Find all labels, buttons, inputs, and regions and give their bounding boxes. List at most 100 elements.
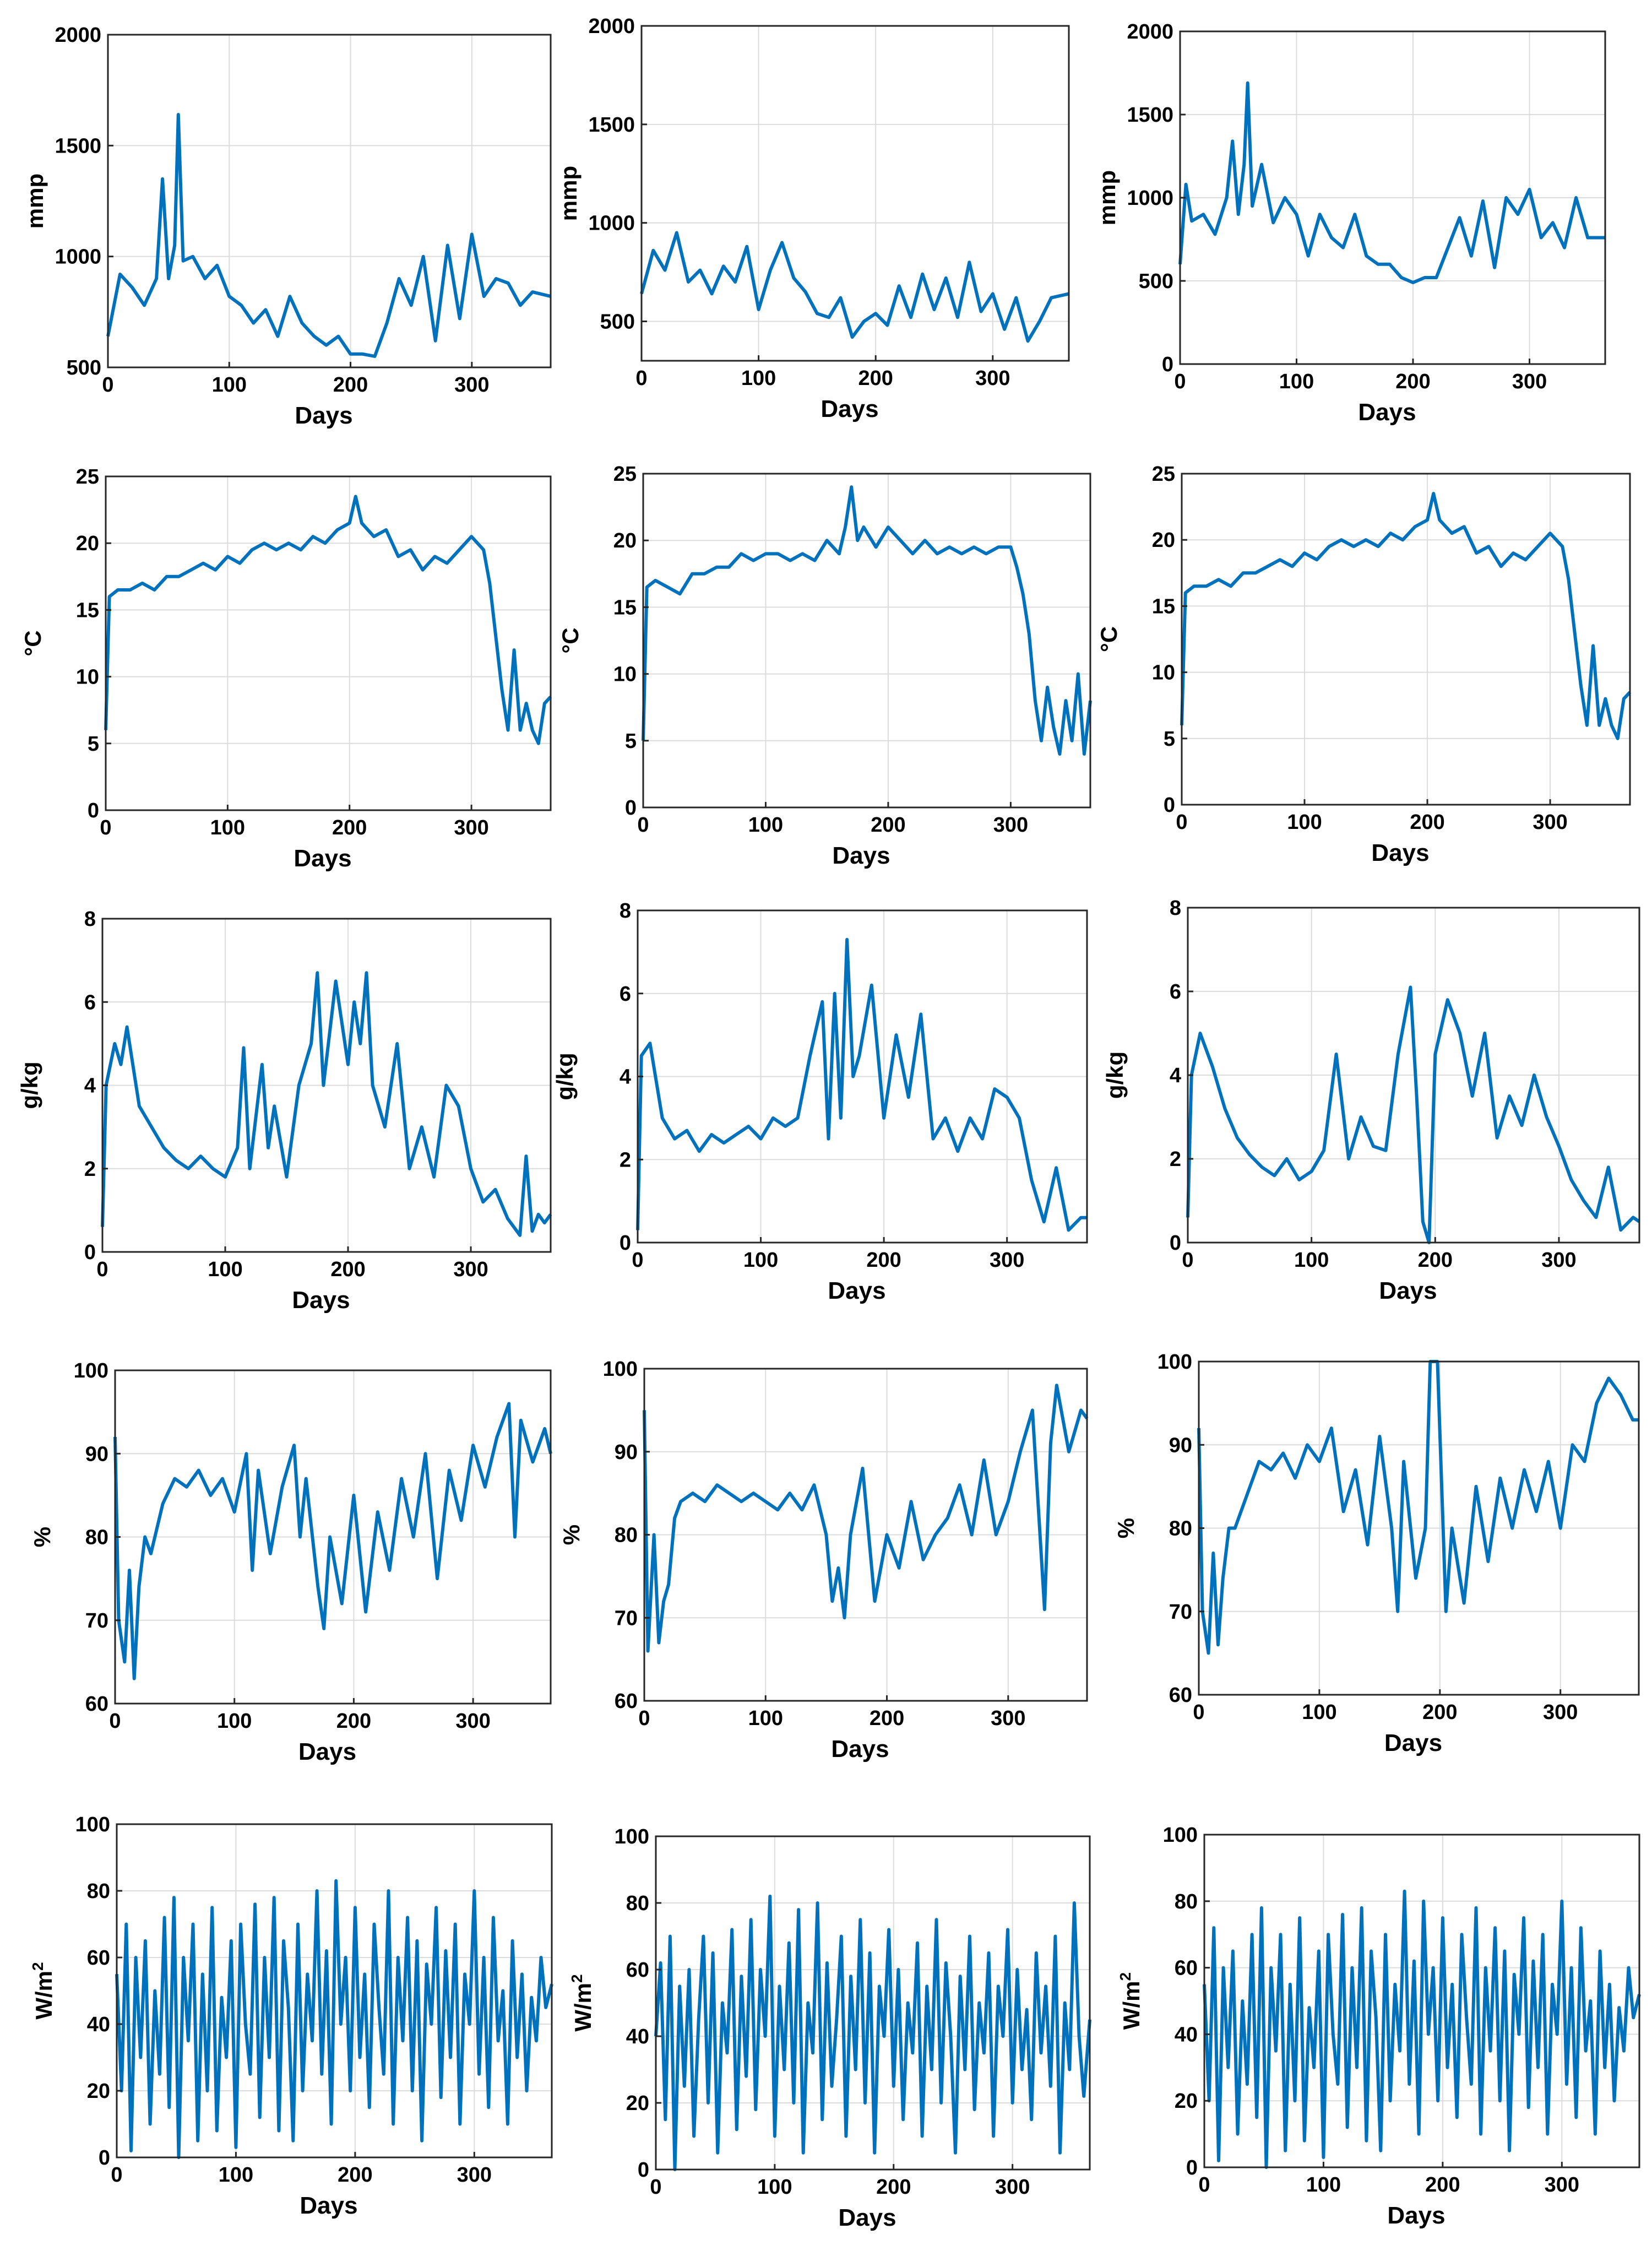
y-tick-label: 25 xyxy=(76,465,99,489)
x-axis-label: Days xyxy=(832,842,890,869)
y-tick-label: 500 xyxy=(67,356,101,379)
x-tick-label: 100 xyxy=(757,2176,792,2199)
y-axis-label: g/kg xyxy=(17,1061,42,1109)
x-axis-label: Days xyxy=(295,402,352,429)
y-tick-label: 20 xyxy=(76,532,99,555)
x-tick-label: 0 xyxy=(632,1249,643,1272)
chart-panel-14: 0 100 200 300 0 20 40 60 80 100 Days W/m2 xyxy=(568,1825,1091,2231)
data-series-line xyxy=(115,1879,553,2159)
y-tick-label: 20 xyxy=(626,2092,649,2115)
x-tick-label: 300 xyxy=(454,816,488,839)
data-series-line xyxy=(1180,492,1632,740)
y-tick-label: 100 xyxy=(615,1825,649,1848)
x-axis-label: Days xyxy=(1379,1277,1437,1304)
x-tick-label: 200 xyxy=(858,367,893,390)
x-tick-label: 0 xyxy=(637,814,649,837)
y-axis-label: mmp xyxy=(1094,170,1120,225)
y-tick-label: 20 xyxy=(87,2080,110,2103)
y-tick-label: 40 xyxy=(1175,2023,1198,2046)
y-tick-label: 5 xyxy=(625,730,637,753)
x-tick-label: 300 xyxy=(457,2163,492,2187)
y-tick-label: 80 xyxy=(626,1892,649,1915)
x-tick-label: 200 xyxy=(332,816,367,839)
x-tick-label: 300 xyxy=(991,1707,1025,1730)
y-tick-label: 8 xyxy=(84,908,96,931)
y-tick-label: 2000 xyxy=(588,15,635,38)
chart-panel-4: 0 100 200 300 0 5 10 15 20 25 Days °C xyxy=(20,465,552,872)
x-tick-label: 300 xyxy=(455,1710,490,1733)
x-tick-label: 200 xyxy=(876,2176,911,2199)
y-tick-label: 0 xyxy=(625,796,637,820)
chart-panel-11: 0 100 200 300 60 70 80 90 100 Days% xyxy=(558,1358,1089,1762)
x-tick-label: 0 xyxy=(96,1258,108,1281)
y-tick-label: 15 xyxy=(1152,595,1175,618)
x-tick-label: 100 xyxy=(219,2163,253,2187)
axes-frame xyxy=(107,34,552,368)
data-series-line xyxy=(104,495,552,745)
x-axis-label: Days xyxy=(292,1287,350,1314)
y-tick-label: 40 xyxy=(626,2025,649,2048)
axes-frame xyxy=(655,1835,1091,2171)
axes-frame xyxy=(116,1823,553,2159)
y-tick-label: 0 xyxy=(620,1232,631,1255)
y-tick-label: 10 xyxy=(76,666,99,689)
y-tick-label: 2 xyxy=(620,1148,631,1172)
y-tick-label: 4 xyxy=(84,1075,96,1098)
x-tick-label: 100 xyxy=(1279,370,1314,393)
y-tick-label: 5 xyxy=(1164,728,1175,751)
chart-panel-12: 0 100 200 300 60 70 80 90 100 Days% xyxy=(1113,1351,1640,1756)
y-tick-label: 0 xyxy=(88,799,99,822)
x-tick-label: 200 xyxy=(1422,1701,1457,1724)
chart-panel-2: 0 100 200 300 500 1000 1500 2000 Days mmp xyxy=(556,15,1070,422)
y-tick-label: 2 xyxy=(1170,1148,1181,1171)
x-tick-label: 300 xyxy=(453,1258,488,1281)
y-tick-label: 60 xyxy=(1175,1957,1198,1980)
y-tick-label: 70 xyxy=(1169,1601,1192,1624)
y-tick-label: 2000 xyxy=(55,24,101,47)
y-axis-label: % xyxy=(29,1527,55,1547)
y-tick-label: 80 xyxy=(1175,1890,1198,1913)
plot-area xyxy=(642,26,1069,361)
plot-area xyxy=(106,476,551,810)
y-tick-label: 70 xyxy=(85,1609,108,1633)
x-axis-label: Days xyxy=(828,1277,885,1304)
y-tick-label: 500 xyxy=(600,310,635,333)
chart-panel-8: 0 100 200 300 0 2 4 6 8 Days g/kg xyxy=(552,899,1088,1304)
y-tick-label: 10 xyxy=(613,663,637,686)
y-tick-label: 25 xyxy=(1152,463,1175,486)
x-axis-label: Days xyxy=(1371,839,1429,866)
x-tick-label: 100 xyxy=(1287,811,1322,834)
x-tick-label: 0 xyxy=(100,816,111,839)
data-series-line xyxy=(1203,1889,1641,2169)
x-tick-label: 0 xyxy=(102,373,113,397)
chart-panel-6: 0 100 200 300 0 5 10 15 20 25 Days °C xyxy=(1096,463,1632,866)
x-tick-label: 0 xyxy=(638,1707,650,1730)
y-axis-label: °C xyxy=(20,630,46,656)
x-tick-label: 0 xyxy=(1198,2173,1210,2197)
y-tick-label: 80 xyxy=(1169,1517,1192,1541)
y-tick-label: 60 xyxy=(85,1693,108,1716)
axes-frame xyxy=(105,475,552,811)
x-tick-label: 100 xyxy=(217,1710,252,1733)
axes-frame xyxy=(1203,1834,1640,2168)
x-tick-label: 0 xyxy=(635,367,647,390)
y-tick-label: 1000 xyxy=(588,212,635,235)
x-axis-label: Days xyxy=(1358,399,1416,426)
data-series-line xyxy=(1197,1360,1639,1655)
x-axis-label: Days xyxy=(831,1736,889,1762)
x-tick-label: 300 xyxy=(454,373,489,397)
x-axis-label: Days xyxy=(294,845,351,872)
y-tick-label: 0 xyxy=(1162,353,1173,376)
chart-panel-1: 0 100 200 300 500 1000 1500 2000 Days mmp xyxy=(22,24,552,429)
y-tick-label: 80 xyxy=(615,1524,638,1547)
y-tick-label: 6 xyxy=(620,983,631,1006)
x-tick-label: 100 xyxy=(743,1249,778,1272)
y-tick-label: 8 xyxy=(1170,897,1181,920)
x-tick-label: 300 xyxy=(975,367,1010,390)
x-tick-label: 100 xyxy=(1306,2173,1341,2197)
x-tick-label: 100 xyxy=(212,373,247,397)
y-tick-label: 60 xyxy=(1169,1684,1192,1707)
y-tick-label: 15 xyxy=(613,596,637,619)
y-tick-label: 80 xyxy=(87,1880,110,1903)
